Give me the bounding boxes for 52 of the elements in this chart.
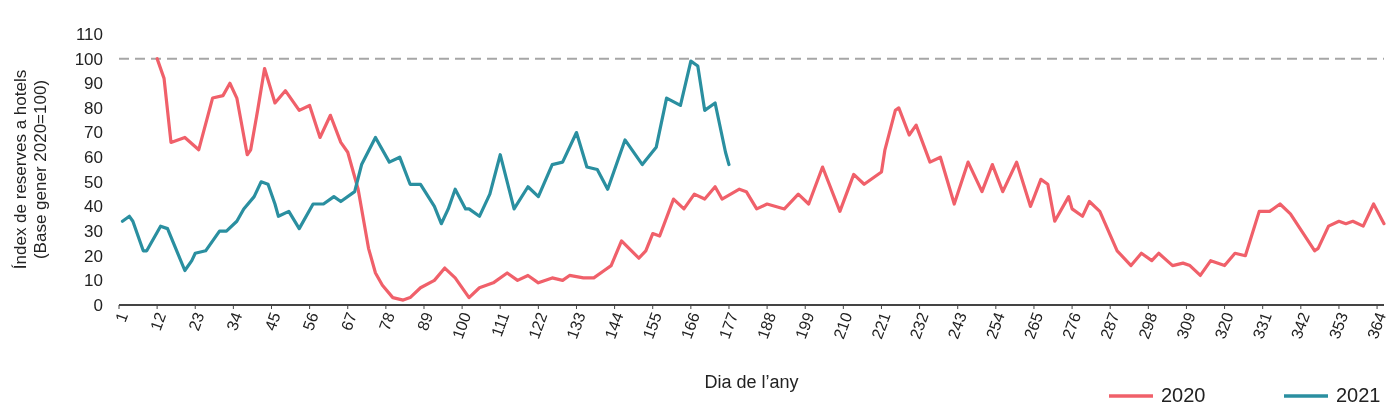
x-tick-label: 45: [261, 310, 284, 333]
x-tick-label: 265: [1020, 310, 1047, 342]
x-tick-label: 188: [754, 310, 780, 342]
x-tick-label: 232: [906, 310, 932, 342]
x-tick-label: 364: [1364, 310, 1390, 342]
x-tick-label: 12: [147, 310, 170, 333]
y-tick-label: 30: [84, 222, 103, 242]
y-axis-title: Índex de reserves a hotels (Base gener 2020=100): [11, 69, 50, 270]
y-tick-label: 50: [84, 172, 103, 192]
legend-label: 2020: [1161, 384, 1206, 406]
x-tick-label: 34: [223, 310, 246, 333]
y-tick-label: 110: [75, 24, 103, 44]
y-tick-label: 90: [84, 74, 103, 94]
x-tick-label: 89: [414, 310, 437, 333]
x-tick-label: 320: [1211, 310, 1237, 342]
x-tick-label: 254: [982, 310, 1008, 342]
x-tick-label: 199: [792, 310, 818, 342]
x-tick-label: 177: [715, 310, 742, 342]
y-tick-label: 80: [84, 98, 103, 118]
x-tick-label: 298: [1135, 310, 1161, 342]
x-tick-label: 342: [1287, 310, 1313, 342]
y-tick-label: 100: [74, 49, 103, 69]
x-tick-label: 155: [639, 310, 665, 342]
x-tick-label: 243: [944, 310, 970, 342]
y-tick-label: 40: [84, 197, 103, 217]
x-tick-label: 122: [525, 310, 551, 342]
x-tick-label: 67: [337, 310, 360, 333]
x-tick-label: 353: [1325, 310, 1352, 342]
y-tick-label: 10: [84, 271, 103, 291]
x-tick-label: 287: [1097, 310, 1123, 342]
line-series: [155, 57, 1386, 302]
x-tick-label: 1: [112, 310, 132, 325]
x-tick-label: 100: [449, 310, 475, 342]
x-axis-title: Dia de l’any: [704, 372, 799, 392]
x-tick-label: 133: [563, 310, 589, 342]
legend-label: 2021: [1336, 384, 1381, 406]
x-tick-label: 111: [488, 310, 513, 339]
x-tick-label: 56: [299, 310, 322, 333]
x-tick-label: 276: [1059, 310, 1085, 342]
y-tick-label: 0: [93, 295, 103, 315]
x-tick-label: 210: [830, 310, 856, 342]
y-tick-label: 60: [84, 148, 103, 168]
y-tick-label: 20: [84, 246, 103, 266]
x-tick-label: 309: [1173, 310, 1199, 342]
x-tick-label: 144: [601, 310, 627, 342]
y-tick-label: 70: [84, 123, 103, 143]
x-tick-label: 23: [185, 310, 208, 333]
x-tick-label: 331: [1249, 310, 1275, 342]
x-tick-label: 78: [375, 310, 398, 333]
x-tick-label: 166: [677, 310, 703, 342]
x-tick-label: 221: [868, 310, 894, 342]
line-series: [120, 59, 731, 273]
